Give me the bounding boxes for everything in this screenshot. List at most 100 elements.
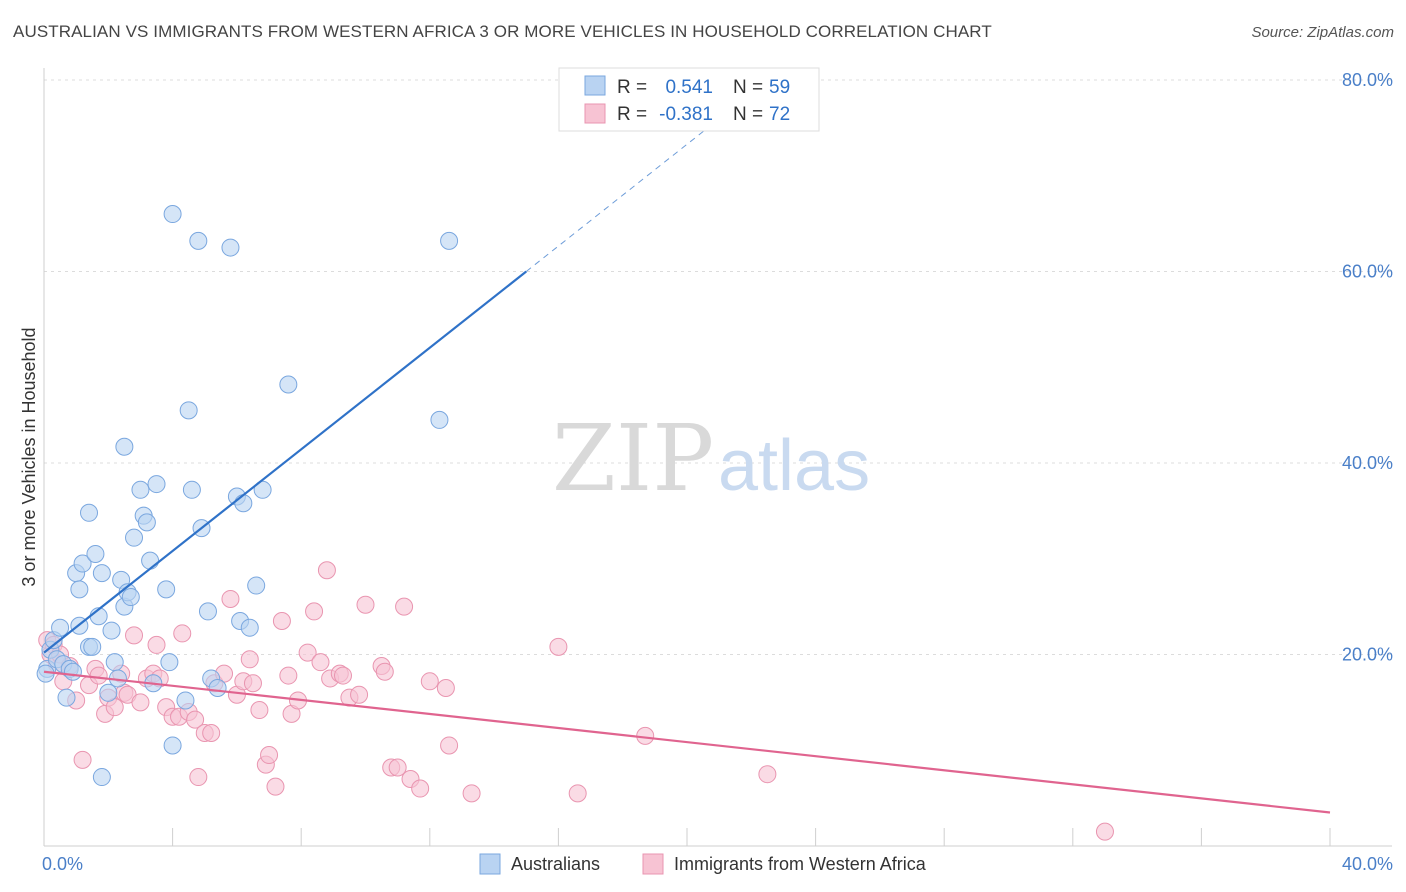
point-western-africa bbox=[266, 777, 285, 796]
point-western-africa bbox=[395, 597, 414, 616]
legend-n-label: N = bbox=[733, 104, 763, 125]
source-label: Source: ZipAtlas.com bbox=[1251, 24, 1394, 41]
point-western-africa bbox=[305, 602, 324, 621]
point-australians bbox=[440, 231, 459, 250]
point-australians bbox=[176, 691, 195, 710]
bottom-legend-label-western-africa: Immigrants from Western Africa bbox=[674, 854, 927, 874]
point-western-africa bbox=[131, 693, 150, 712]
point-western-africa bbox=[420, 672, 439, 691]
trendline-australians-extension bbox=[525, 93, 752, 272]
point-western-africa bbox=[89, 666, 108, 685]
y-tick-label: 60.0% bbox=[1342, 262, 1393, 282]
point-western-africa bbox=[758, 765, 777, 784]
y-tick-label: 80.0% bbox=[1342, 70, 1393, 90]
point-western-africa bbox=[221, 589, 240, 608]
point-western-africa bbox=[279, 666, 298, 685]
ticks-layer: 20.0% 40.0% 60.0% 80.0% 0.0% 40.0% bbox=[42, 70, 1393, 874]
point-australians bbox=[63, 662, 82, 681]
point-western-africa bbox=[147, 635, 166, 654]
legend-n-value: 59 bbox=[769, 77, 790, 98]
x-tick-label: 40.0% bbox=[1342, 854, 1393, 874]
point-australians bbox=[221, 238, 240, 257]
points-layer bbox=[36, 205, 1114, 841]
point-western-africa bbox=[186, 710, 205, 729]
point-australians bbox=[102, 621, 121, 640]
point-western-africa bbox=[173, 624, 192, 643]
point-australians bbox=[163, 205, 182, 224]
point-australians bbox=[189, 231, 208, 250]
point-australians bbox=[92, 768, 111, 787]
point-australians bbox=[131, 480, 150, 499]
point-western-africa bbox=[189, 768, 208, 787]
top-legend: R = 0.541 N = 59 R = -0.381 N = 72 bbox=[558, 67, 820, 132]
point-western-africa bbox=[568, 784, 587, 803]
point-australians bbox=[51, 618, 70, 637]
point-western-africa bbox=[260, 746, 279, 765]
point-australians bbox=[247, 576, 266, 595]
y-tick-label: 40.0% bbox=[1342, 453, 1393, 473]
point-western-africa bbox=[462, 784, 481, 803]
point-australians bbox=[430, 410, 449, 429]
point-western-africa bbox=[440, 736, 459, 755]
point-western-africa bbox=[411, 779, 430, 798]
point-australians bbox=[137, 513, 156, 532]
point-western-africa bbox=[317, 561, 336, 580]
point-australians bbox=[80, 503, 99, 522]
chart-title: AUSTRALIAN VS IMMIGRANTS FROM WESTERN AF… bbox=[13, 22, 992, 41]
point-australians bbox=[99, 683, 118, 702]
legend-r-label: R = bbox=[617, 104, 647, 125]
y-axis-title: 3 or more Vehicles in Household bbox=[19, 327, 39, 586]
legend-r-value: -0.381 bbox=[659, 104, 713, 125]
point-western-africa bbox=[298, 643, 317, 662]
point-western-africa bbox=[549, 637, 568, 656]
point-western-africa bbox=[73, 750, 92, 769]
point-australians bbox=[160, 653, 179, 672]
legend-r-label: R = bbox=[617, 77, 647, 98]
point-western-africa bbox=[388, 758, 407, 777]
point-australians bbox=[240, 618, 259, 637]
bottom-legend-swatch-western-africa bbox=[642, 853, 664, 875]
point-australians bbox=[73, 554, 92, 573]
point-australians bbox=[157, 580, 176, 599]
point-australians bbox=[86, 544, 105, 563]
bottom-legend-label-australians: Australians bbox=[511, 854, 600, 874]
legend-r-value: 0.541 bbox=[665, 77, 713, 98]
point-western-africa bbox=[202, 724, 221, 743]
legend-swatch-australians bbox=[584, 75, 606, 96]
point-australians bbox=[57, 688, 76, 707]
point-australians bbox=[141, 551, 160, 570]
point-western-africa bbox=[333, 666, 352, 685]
point-western-africa bbox=[436, 679, 455, 698]
point-australians bbox=[70, 580, 89, 599]
watermark: ZIP atlas bbox=[552, 405, 870, 512]
y-tick-label: 20.0% bbox=[1342, 645, 1393, 665]
bottom-legend-swatch-australians bbox=[479, 853, 501, 875]
point-australians bbox=[182, 480, 201, 499]
point-western-africa bbox=[356, 595, 375, 614]
point-western-africa bbox=[125, 626, 144, 645]
grid-layer bbox=[44, 79, 1392, 655]
point-australians bbox=[253, 480, 272, 499]
point-western-africa bbox=[243, 674, 262, 693]
axes-layer bbox=[43, 68, 1392, 847]
point-australians bbox=[179, 401, 198, 420]
trend-layer bbox=[43, 93, 1331, 814]
point-australians bbox=[198, 602, 217, 621]
legend-n-value: 72 bbox=[769, 104, 790, 125]
point-australians bbox=[83, 637, 102, 656]
trendline-australians bbox=[43, 270, 527, 654]
point-australians bbox=[125, 528, 144, 547]
point-western-africa bbox=[1095, 822, 1114, 841]
point-western-africa bbox=[240, 650, 259, 669]
point-australians bbox=[115, 437, 134, 456]
point-australians bbox=[147, 475, 166, 494]
legend-n-label: N = bbox=[733, 77, 763, 98]
point-western-africa bbox=[375, 662, 394, 681]
point-western-africa bbox=[350, 685, 369, 704]
point-australians bbox=[234, 494, 253, 513]
point-western-africa bbox=[311, 653, 330, 672]
bottom-legend: Australians Immigrants from Western Afri… bbox=[479, 853, 927, 875]
point-australians bbox=[121, 588, 140, 607]
point-australians bbox=[92, 564, 111, 583]
